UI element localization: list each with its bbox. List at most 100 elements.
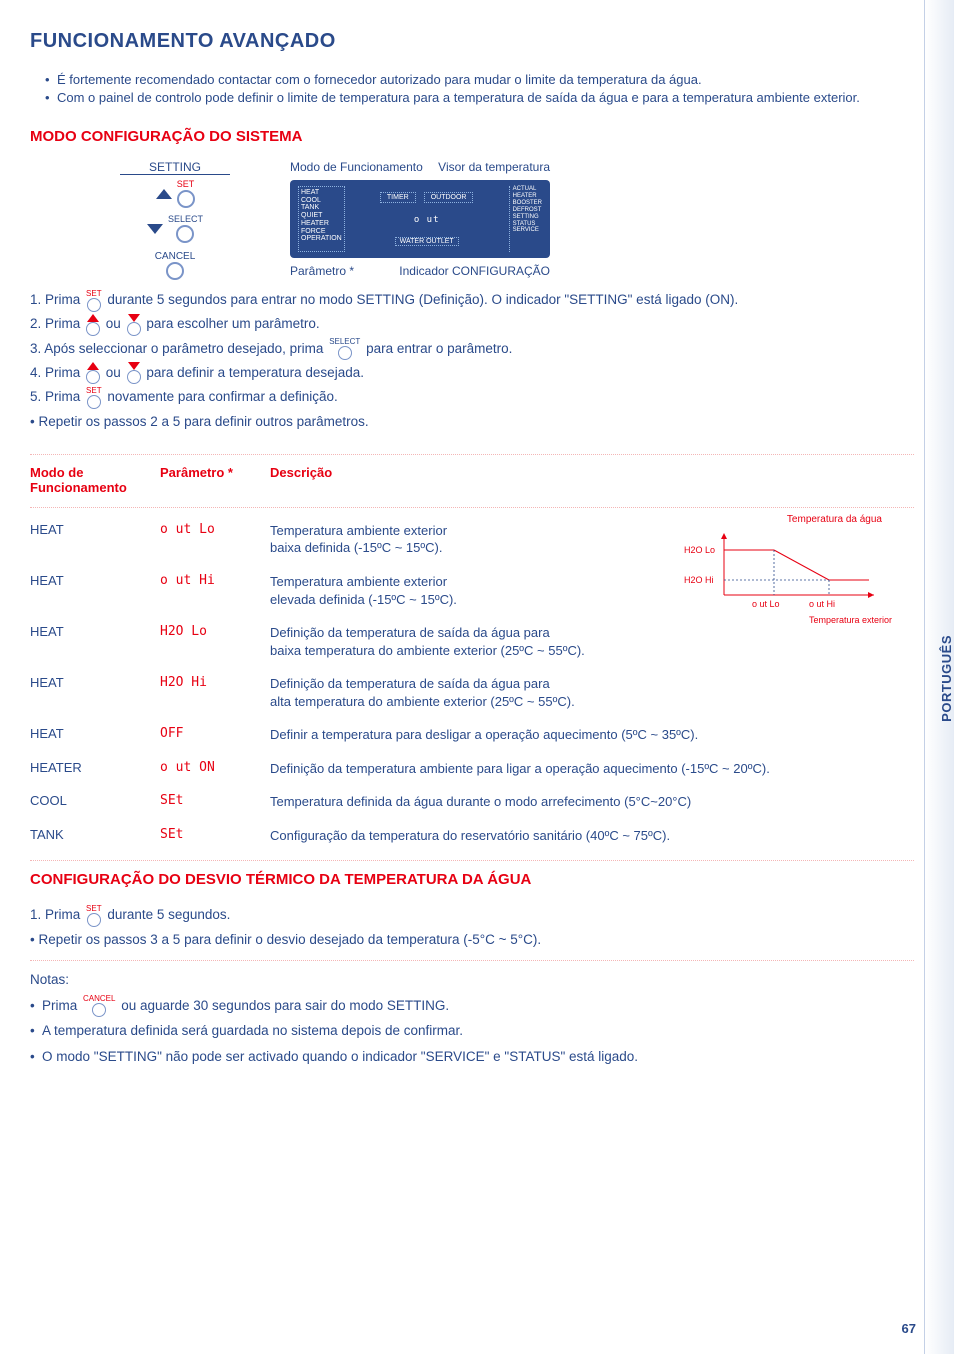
set-button[interactable] [177,190,195,208]
set-icon [87,913,101,927]
top-bullets: É fortemente recomendado contactar com o… [45,71,914,106]
note: O modo "SETTING" não pode ser activado q… [30,1044,914,1070]
td-param: SEt [160,793,270,808]
display-panel: Modo de Funcionamento Visor da temperatu… [290,160,550,278]
set-label: SET [86,905,102,913]
bullet: É fortemente recomendado contactar com o… [45,71,914,89]
td-desc: Definir a temperatura para desligar a op… [270,726,914,744]
table-row: TANKSEtConfiguração da temperatura do re… [30,819,914,853]
set-label: SET [177,179,195,189]
td-param: OFF [160,726,270,741]
table-row: HEATH2O HiDefinição da temperatura de sa… [30,667,914,718]
td-param: o ut Hi [160,573,270,588]
th: Descrição [270,465,914,495]
step: 2. Prima ou para escolher um parâmetro. [30,312,914,336]
lcd-right-col: ACTUAL HEATER BOOSTER DEFROST SETTING ST… [509,186,542,252]
notes-heading: Notas: [30,967,914,993]
td-mode: HEAT [30,675,160,690]
step: 1. Prima SET durante 5 segundos para ent… [30,288,914,312]
th: Modo de Funcionamento [30,465,160,495]
select-icon [338,346,352,360]
td-mode: HEAT [30,726,160,741]
section2: CONFIGURAÇÃO DO DESVIO TÉRMICO DA TEMPER… [30,871,914,952]
td-param: o ut Lo [160,522,270,537]
td-desc: Configuração da temperatura do reservató… [270,827,914,845]
page-title: FUNCIONAMENTO AVANÇADO [30,30,914,53]
circle-icon [127,370,141,384]
td-param: SEt [160,827,270,842]
label: Parâmetro * [290,264,354,278]
notes-block: Notas: Prima CANCEL ou aguarde 30 segund… [30,967,914,1070]
section-heading: CONFIGURAÇÃO DO DESVIO TÉRMICO DA TEMPER… [30,871,914,888]
table-row: HEATo ut LoTemperatura ambiente exterior… [30,514,914,565]
td-mode: COOL [30,793,160,808]
lcd-water: WATER OUTLET [395,237,459,246]
td-param: H2O Hi [160,675,270,690]
lcd-timer: TIMER [380,192,416,203]
up-arrow-icon [87,362,99,370]
td-mode: HEAT [30,522,160,537]
label: Visor da temperatura [438,160,550,174]
lcd-left-col: HEAT COOL TANK QUIET HEATER FORCE OPERAT… [298,186,345,252]
label: Indicador CONFIGURAÇÃO [399,264,550,278]
table-body: Temperatura da água H2O Lo H2O Hi o ut L… [30,514,914,853]
th: Parâmetro * [160,465,270,495]
step: 5. Prima SET novamente para confirmar a … [30,385,914,409]
steps-list: 1. Prima SET durante 5 segundos para ent… [30,288,914,434]
cancel-button[interactable] [166,262,184,280]
down-arrow-icon [128,362,140,370]
step-repeat: • Repetir os passos 3 a 5 para definir o… [30,928,914,952]
up-arrow-icon [87,314,99,322]
td-desc: Temperatura ambiente exterior elevada de… [270,573,914,608]
separator [30,507,914,508]
up-arrow-icon [156,189,172,199]
td-mode: HEAT [30,624,160,639]
td-desc: Temperatura definida da água durante o m… [270,793,914,811]
down-arrow-icon [147,224,163,234]
step: 3. Após seleccionar o parâmetro desejado… [30,337,914,361]
language-tab: PORTUGUÊS [939,635,954,722]
circle-icon [127,322,141,336]
separator [30,960,914,961]
step-repeat: • Repetir os passos 2 a 5 para definir o… [30,410,914,434]
page-number: 67 [902,1321,916,1336]
table-row: HEATOFFDefinir a temperatura para deslig… [30,718,914,752]
label: Modo de Funcionamento [290,160,423,174]
setting-panel: SETTING SET SELECT CAN [120,160,230,280]
cancel-label: CANCEL [155,251,196,262]
select-button[interactable] [176,225,194,243]
note: Prima CANCEL ou aguarde 30 segundos para… [30,993,914,1019]
cancel-label: CANCEL [83,995,115,1003]
cancel-icon [92,1003,106,1017]
set-icon [87,298,101,312]
separator [30,860,914,861]
step: 1. Prima SET durante 5 segundos. [30,903,914,927]
table-header: Modo de Funcionamento Parâmetro * Descri… [30,461,914,499]
setting-title: SETTING [120,160,230,175]
bullet: Com o painel de controlo pode definir o … [45,89,914,107]
section-heading: MODO CONFIGURAÇÃO DO SISTEMA [30,128,914,145]
separator [30,454,914,455]
set-label: SET [86,290,102,298]
table-row: HEATH2O LoDefinição da temperatura de sa… [30,616,914,667]
td-param: o ut ON [160,760,270,775]
circle-icon [86,370,100,384]
lcd-display: HEAT COOL TANK QUIET HEATER FORCE OPERAT… [290,180,550,258]
table-row: HEATERo ut ONDefinição da temperatura am… [30,752,914,786]
td-mode: TANK [30,827,160,842]
table-row: COOLSEtTemperatura definida da água dura… [30,785,914,819]
td-desc: Definição da temperatura de saída da águ… [270,624,914,659]
circle-icon [86,322,100,336]
down-arrow-icon [128,314,140,322]
step: 4. Prima ou para definir a temperatura d… [30,361,914,385]
select-label: SELECT [168,214,203,224]
figure-row: SETTING SET SELECT CAN [120,160,914,280]
note: A temperatura definida será guardada no … [30,1018,914,1044]
td-desc: Temperatura ambiente exterior baixa defi… [270,522,914,557]
td-desc: Definição da temperatura de saída da águ… [270,675,914,710]
set-icon [87,395,101,409]
td-mode: HEATER [30,760,160,775]
lcd-outdoor: OUTDOOR [424,192,474,203]
table-row: HEATo ut HiTemperatura ambiente exterior… [30,565,914,616]
lcd-out: o ut [414,215,440,225]
